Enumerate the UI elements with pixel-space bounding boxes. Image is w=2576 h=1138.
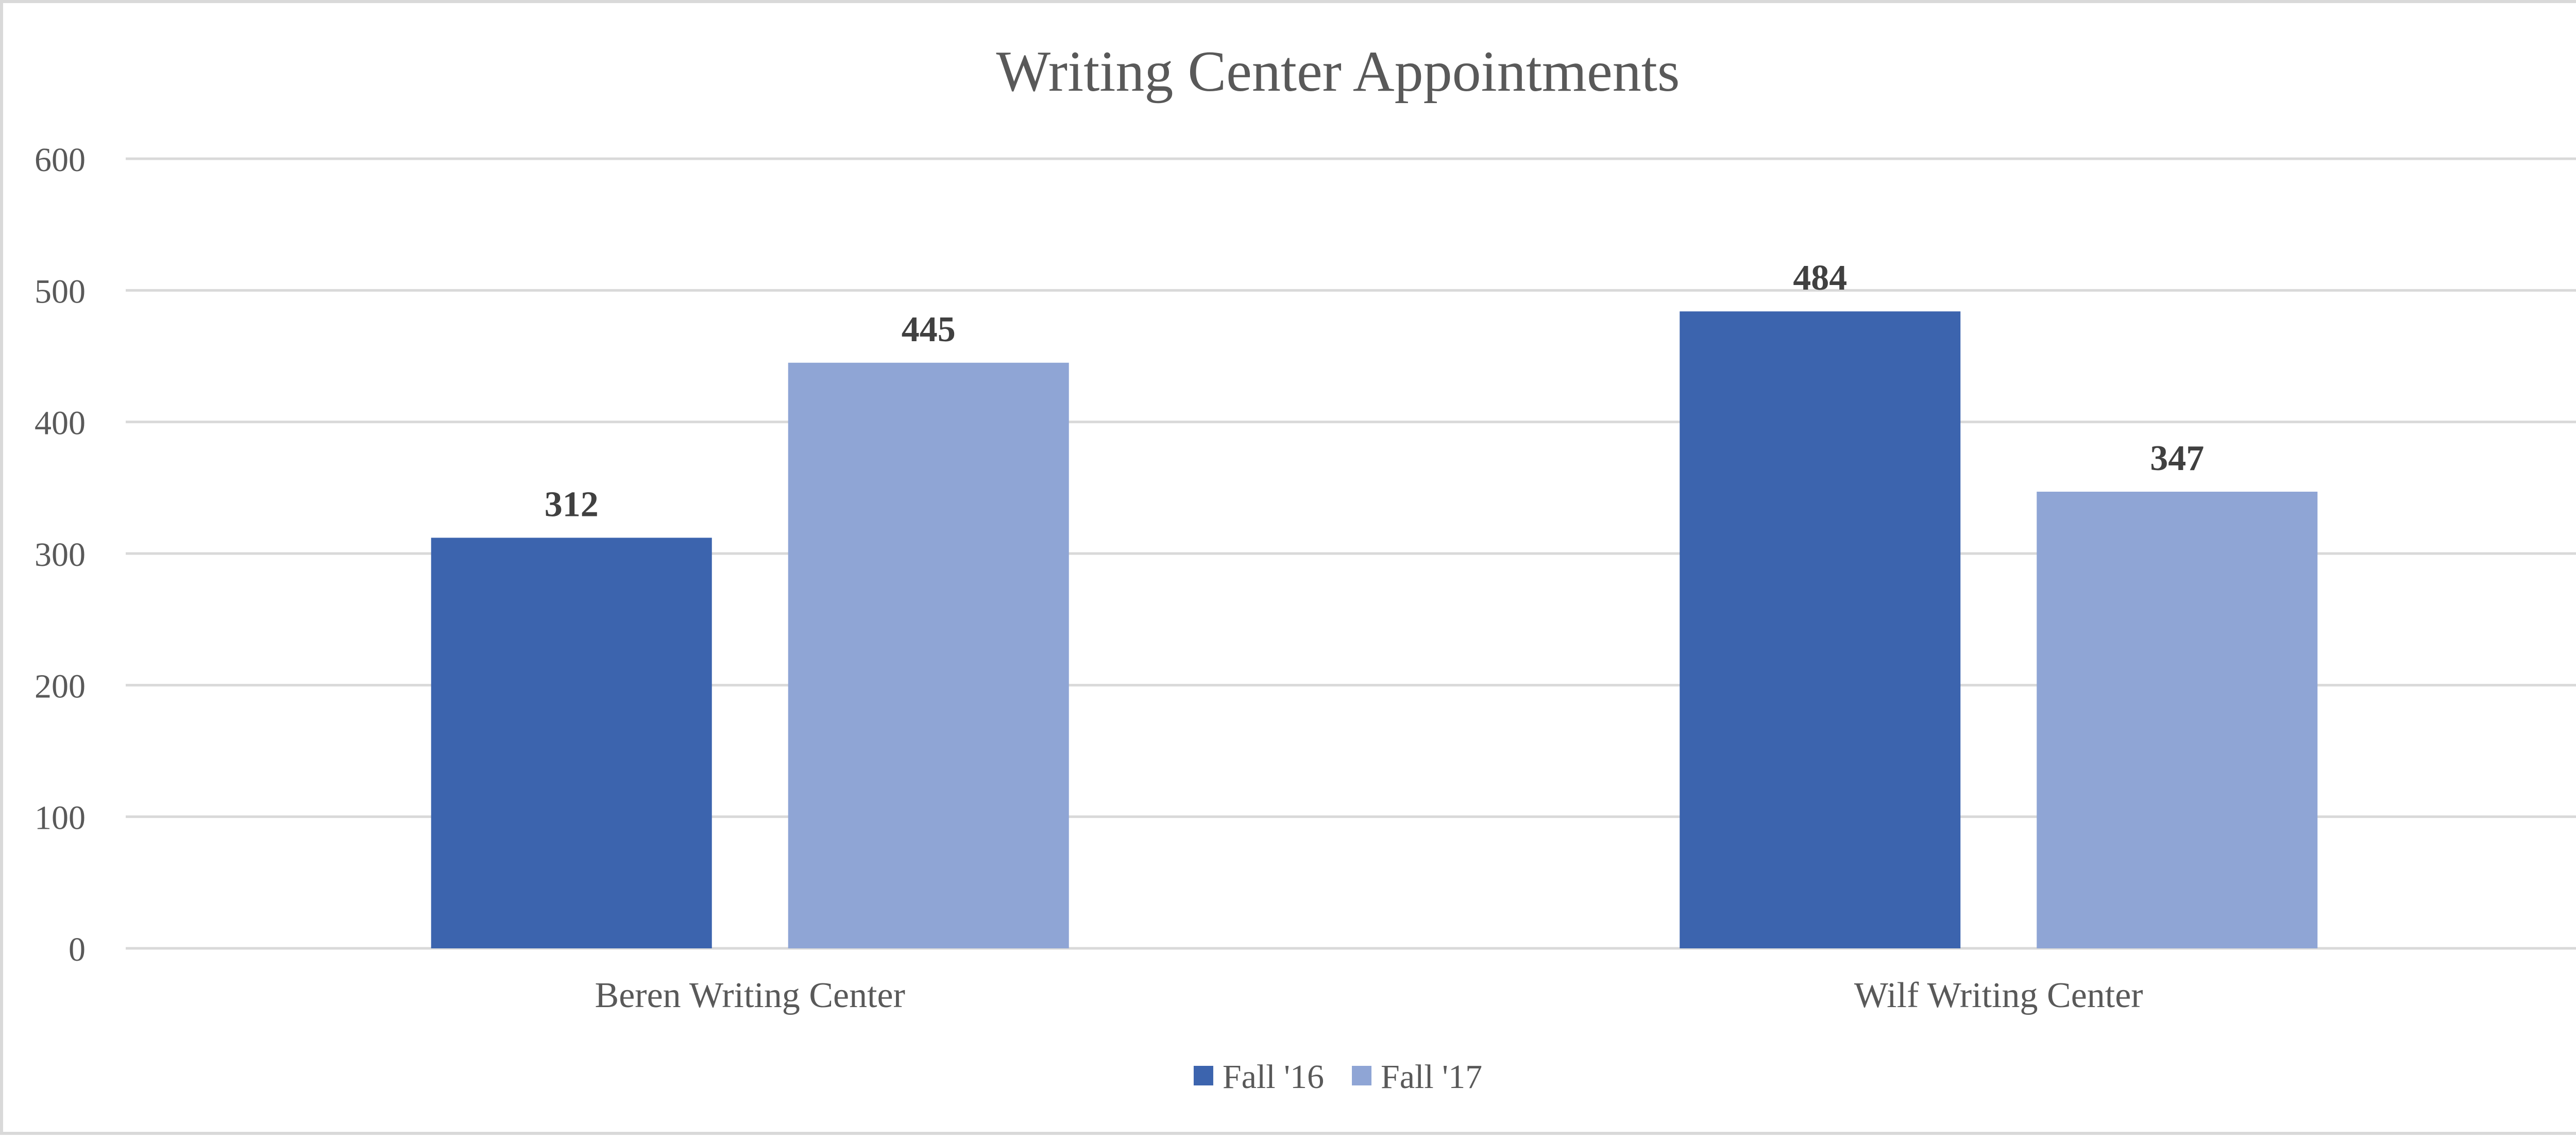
bars: [431, 311, 2318, 949]
bar-chart: Writing Center Appointments 0 100 200 300 40…: [35, 40, 2576, 1096]
bar: [788, 362, 1069, 949]
data-label: 347: [2150, 439, 2204, 478]
y-tick-label: 100: [35, 799, 86, 837]
legend-item: Fall '17: [1352, 1058, 1482, 1096]
legend-swatch: [1193, 1066, 1213, 1085]
data-labels: 312 445 484 347: [545, 258, 2205, 524]
category-label: Beren Writing Center: [595, 976, 905, 1015]
y-tick-label: 300: [35, 536, 86, 574]
y-tick-label: 400: [35, 405, 86, 442]
data-label: 445: [902, 310, 956, 349]
legend: Fall '16 Fall '17: [1193, 1058, 1482, 1096]
data-label: 312: [545, 484, 599, 524]
category-label: Wilf Writing Center: [1854, 976, 2143, 1015]
x-axis-category-labels: Beren Writing Center Wilf Writing Center: [595, 976, 2143, 1015]
bar: [2037, 491, 2318, 948]
y-tick-label: 0: [69, 931, 86, 968]
y-axis-tick-labels: 0 100 200 300 400 500 600: [35, 141, 86, 968]
legend-label: Fall '17: [1381, 1058, 1482, 1096]
data-label: 484: [1793, 258, 1847, 298]
legend-item: Fall '16: [1193, 1058, 1324, 1096]
bar: [431, 538, 712, 948]
y-tick-label: 500: [35, 273, 86, 310]
legend-label: Fall '16: [1223, 1058, 1324, 1096]
bar: [1680, 311, 1961, 948]
legend-swatch: [1352, 1066, 1371, 1085]
chart-title: Writing Center Appointments: [996, 40, 1680, 104]
y-tick-label: 600: [35, 141, 86, 179]
y-tick-label: 200: [35, 667, 86, 705]
